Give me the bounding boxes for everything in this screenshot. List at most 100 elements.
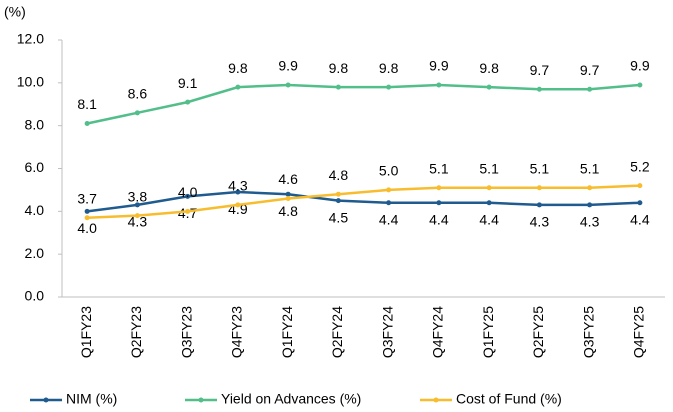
data-label: 9.8 — [479, 60, 499, 76]
point — [185, 99, 191, 105]
point — [185, 208, 191, 214]
point — [134, 213, 140, 219]
point — [637, 183, 643, 189]
legend-label: NIM (%) — [66, 391, 117, 407]
data-label: 4.3 — [580, 214, 600, 230]
data-label: 9.9 — [630, 58, 650, 74]
x-tick-label: Q3FY25 — [580, 306, 596, 358]
data-label: 9.9 — [429, 58, 449, 74]
point — [436, 200, 442, 206]
data-label: 5.1 — [530, 160, 550, 176]
point — [134, 110, 140, 116]
legend-label: Cost of Fund (%) — [456, 391, 562, 407]
point — [84, 121, 90, 127]
y-tick-label: 4.0 — [25, 202, 45, 218]
data-label: 9.8 — [379, 60, 399, 76]
x-tick-label: Q2FY24 — [329, 306, 345, 358]
point — [134, 202, 140, 208]
y-tick-label: 0.0 — [25, 288, 45, 304]
point — [587, 86, 593, 92]
point — [335, 191, 341, 197]
point — [285, 195, 291, 201]
data-label: 4.3 — [530, 214, 550, 230]
x-tick-label: Q1FY23 — [78, 306, 94, 358]
data-label: 4.0 — [178, 184, 198, 200]
data-label: 4.4 — [479, 211, 499, 227]
point — [536, 202, 542, 208]
point — [587, 202, 593, 208]
y-tick-label: 12.0 — [17, 31, 44, 47]
data-label: 8.1 — [77, 96, 97, 112]
legend-marker — [433, 397, 439, 403]
y-tick-label: 8.0 — [25, 116, 45, 132]
point — [386, 200, 392, 206]
point — [486, 84, 492, 90]
point — [185, 193, 191, 199]
data-label: 4.4 — [379, 211, 399, 227]
series-line — [86, 190, 640, 213]
point — [587, 185, 593, 191]
point — [235, 84, 241, 90]
x-tick-label: Q2FY23 — [128, 306, 144, 358]
x-tick-label: Q4FY23 — [229, 306, 245, 358]
point — [637, 82, 643, 88]
point — [235, 202, 241, 208]
point — [84, 208, 90, 214]
data-label: 4.6 — [278, 171, 298, 187]
data-label: 4.3 — [228, 178, 248, 194]
data-label: 9.8 — [329, 60, 349, 76]
point — [285, 191, 291, 197]
x-tick-label: Q3FY24 — [379, 306, 395, 358]
data-label: 4.3 — [128, 214, 148, 230]
x-tick-label: Q2FY25 — [530, 306, 546, 358]
point — [536, 185, 542, 191]
data-label: 8.6 — [128, 86, 148, 102]
point — [285, 82, 291, 88]
data-label: 4.4 — [429, 211, 449, 227]
y-tick-label: 2.0 — [25, 245, 45, 261]
point — [436, 185, 442, 191]
x-tick-label: Q1FY24 — [279, 306, 295, 358]
data-label: 9.9 — [278, 58, 298, 74]
point — [486, 185, 492, 191]
data-label: 5.1 — [429, 160, 449, 176]
data-label: 4.5 — [329, 209, 349, 225]
point — [235, 189, 241, 195]
data-label: 5.1 — [580, 160, 600, 176]
point — [637, 200, 643, 206]
point — [536, 86, 542, 92]
data-label: 4.8 — [329, 167, 349, 183]
data-label: 4.0 — [77, 220, 97, 236]
x-tick-label: Q4FY25 — [631, 306, 647, 358]
data-label: 9.7 — [580, 62, 600, 78]
data-label: 3.8 — [128, 188, 148, 204]
point — [486, 200, 492, 206]
y-tick-label: 10.0 — [17, 74, 44, 90]
x-tick-label: Q1FY25 — [480, 306, 496, 358]
data-label: 5.2 — [630, 158, 650, 174]
point — [335, 198, 341, 204]
data-label: 3.7 — [77, 190, 97, 206]
point — [335, 84, 341, 90]
data-label: 9.7 — [530, 62, 550, 78]
point — [84, 215, 90, 221]
data-label: 4.8 — [278, 203, 298, 219]
x-tick-label: Q4FY24 — [430, 306, 446, 358]
point — [436, 82, 442, 88]
data-label: 5.1 — [479, 160, 499, 176]
point — [386, 84, 392, 90]
data-label: 9.1 — [178, 75, 198, 91]
legend-marker — [43, 397, 49, 403]
legend-label: Yield on Advances (%) — [221, 391, 361, 407]
data-label: 5.0 — [379, 163, 399, 179]
series-line — [87, 184, 640, 220]
data-label: 9.8 — [228, 60, 248, 76]
y-tick-label: 6.0 — [25, 159, 45, 175]
legend-marker — [198, 397, 204, 403]
series-line — [86, 83, 640, 125]
point — [386, 187, 392, 193]
x-tick-label: Q3FY23 — [178, 306, 194, 358]
data-label: 4.4 — [630, 211, 650, 227]
y-axis-unit: (%) — [4, 4, 26, 20]
